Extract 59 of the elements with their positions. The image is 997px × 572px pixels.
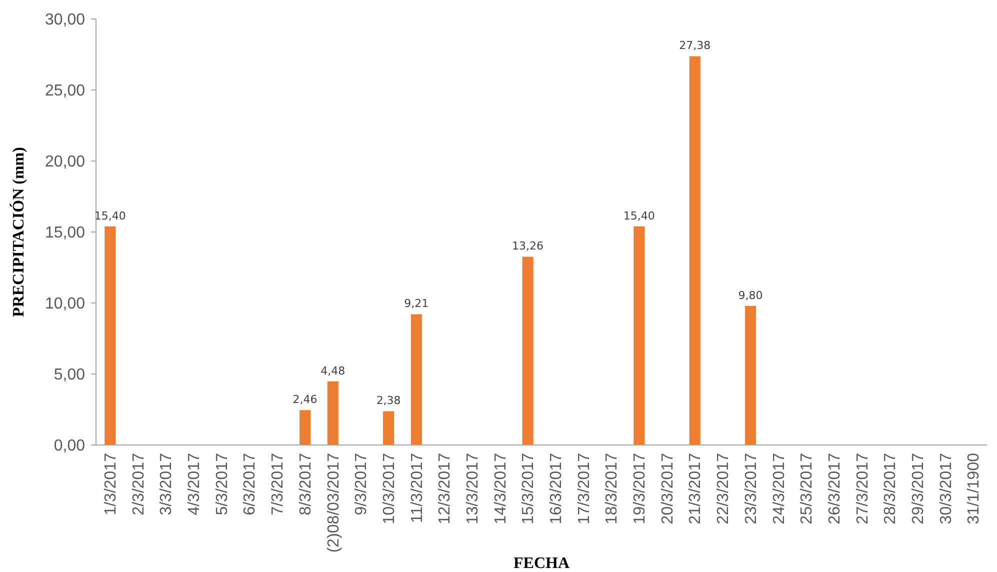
bar bbox=[634, 226, 645, 445]
x-tick-label: (2)08/03/2017 bbox=[325, 452, 342, 553]
data-label: 15,40 bbox=[623, 209, 655, 222]
x-tick-label: 11/3/2017 bbox=[408, 452, 426, 523]
data-label: 27,38 bbox=[679, 39, 711, 52]
x-tick-label: 20/3/2017 bbox=[659, 452, 676, 524]
x-tick-label: 2/3/2017 bbox=[130, 452, 148, 516]
x-tick-label: 7/3/2017 bbox=[270, 452, 287, 516]
y-tick-label: 10,00 bbox=[44, 296, 86, 313]
bar bbox=[300, 410, 311, 445]
x-tick-label: 14/3/2017 bbox=[492, 452, 510, 524]
x-tick-label: 17/3/2017 bbox=[576, 452, 593, 524]
data-label: 9,80 bbox=[738, 288, 763, 302]
x-tick-label: 24/3/2017 bbox=[770, 452, 788, 524]
x-tick-label: 29/3/2017 bbox=[910, 452, 927, 524]
x-tick-label: 9/3/2017 bbox=[353, 452, 370, 516]
x-tick-label: 30/3/2017 bbox=[938, 452, 955, 524]
data-label: 9,21 bbox=[404, 297, 429, 310]
x-tick-label: 18/3/2017 bbox=[604, 452, 621, 524]
x-tick-label: 26/3/2017 bbox=[826, 452, 844, 524]
x-tick-label: 1/3/2017 bbox=[102, 452, 120, 516]
bar bbox=[104, 226, 116, 445]
x-tick-label: 31/1/1900 bbox=[966, 452, 983, 524]
x-tick-label: 4/3/2017 bbox=[186, 452, 204, 516]
data-label: 2,46 bbox=[292, 393, 318, 406]
x-tick-label: 3/3/2017 bbox=[158, 452, 176, 516]
bar bbox=[383, 411, 394, 445]
y-tick-label: 20,00 bbox=[44, 154, 86, 171]
y-tick-label: 15,00 bbox=[44, 224, 86, 242]
bar bbox=[410, 314, 422, 445]
x-tick-label: 28/3/2017 bbox=[882, 452, 900, 524]
x-tick-label: 6/3/2017 bbox=[242, 452, 259, 516]
x-tick-label: 12/3/2017 bbox=[436, 452, 454, 524]
bar bbox=[522, 256, 534, 445]
x-tick-label: 19/3/2017 bbox=[632, 452, 649, 524]
x-tick-label: 10/3/2017 bbox=[380, 452, 398, 524]
x-tick-label: 16/3/2017 bbox=[548, 452, 566, 524]
bar bbox=[689, 56, 700, 445]
bar bbox=[745, 306, 756, 445]
y-tick-label: 30,00 bbox=[44, 12, 86, 29]
data-label: 4,48 bbox=[320, 364, 346, 378]
y-axis-title: PRECIPITACIÓN (mm) bbox=[10, 147, 28, 317]
y-tick-label: 0,00 bbox=[54, 438, 86, 455]
x-tick-label: 25/3/2017 bbox=[798, 452, 816, 524]
bar bbox=[327, 381, 338, 445]
x-tick-label: 13/3/2017 bbox=[464, 452, 482, 524]
y-tick-label: 25,00 bbox=[44, 82, 86, 100]
x-tick-label: 15/3/2017 bbox=[520, 452, 538, 524]
x-axis-title: FECHA bbox=[514, 555, 570, 572]
x-tick-label: 23/3/2017 bbox=[742, 452, 760, 524]
x-tick-label: 5/3/2017 bbox=[214, 452, 231, 516]
data-label: 13,26 bbox=[512, 240, 544, 253]
y-tick-label: 5,00 bbox=[54, 366, 86, 384]
data-label: 2,38 bbox=[376, 394, 401, 408]
data-label: 15,40 bbox=[94, 209, 126, 222]
x-tick-label: 27/3/2017 bbox=[854, 452, 872, 524]
x-tick-label: 8/3/2017 bbox=[297, 452, 314, 516]
x-tick-label: 21/3/2017 bbox=[687, 452, 704, 524]
x-tick-label: 22/3/2017 bbox=[715, 452, 732, 524]
